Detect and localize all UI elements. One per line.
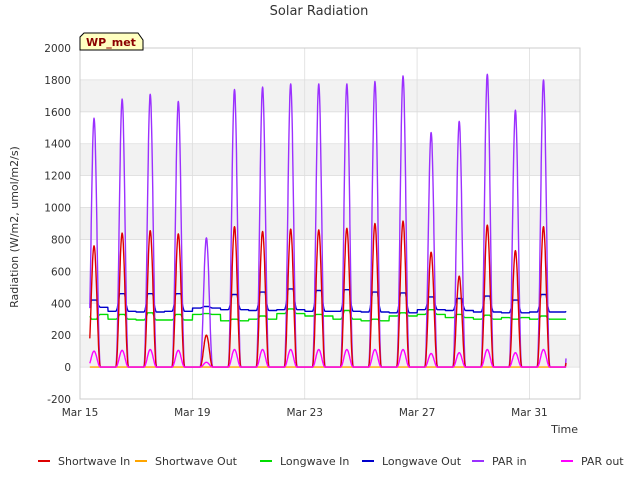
- background-band: [80, 271, 580, 304]
- legend-label: Shortwave Out: [155, 455, 238, 468]
- x-tick-label: Mar 23: [286, 407, 323, 419]
- y-tick-label: 2000: [44, 43, 71, 55]
- plot-background: [80, 48, 580, 399]
- x-tick-label: Mar 19: [174, 407, 211, 419]
- series-line: [89, 348, 567, 368]
- y-tick-label: -200: [47, 394, 71, 406]
- site-badge: WP_met: [79, 32, 144, 51]
- x-axis-label: Time: [550, 423, 578, 436]
- x-tick-label: Mar 27: [399, 407, 436, 419]
- y-axis-label: Radiation (W/m2, umol/m2/s): [8, 146, 21, 308]
- background-band: [80, 143, 580, 176]
- y-tick-label: 800: [51, 234, 71, 246]
- y-tick-label: 1000: [44, 203, 71, 215]
- series-line: [89, 308, 567, 322]
- chart-title: Solar Radiation: [270, 4, 369, 19]
- legend-label: Shortwave In: [58, 455, 130, 468]
- background-band: [80, 335, 580, 368]
- x-axis-ticks: Mar 15 Mar 19 Mar 23 Mar 27 Mar 31: [62, 407, 548, 419]
- y-tick-label: 0: [64, 362, 71, 374]
- legend-label: Longwave Out: [382, 455, 462, 468]
- legend-label: PAR out: [581, 455, 624, 468]
- y-axis-ticks: -200 0 200 400 600 800 1000 1200 1400 1600 1800 200…: [44, 43, 71, 406]
- legend-label: Longwave In: [280, 455, 349, 468]
- y-tick-label: 1600: [44, 107, 71, 119]
- y-tick-label: 1200: [44, 171, 71, 183]
- x-tick-label: Mar 15: [62, 407, 99, 419]
- y-tick-label: 400: [51, 298, 71, 310]
- background-band: [80, 207, 580, 240]
- x-tick-label: Mar 31: [511, 407, 548, 419]
- legend-label: PAR in: [492, 455, 527, 468]
- background-band: [80, 79, 580, 112]
- plot-frame: [79, 47, 581, 400]
- site-label: WP_met: [86, 36, 136, 49]
- y-tick-label: 600: [51, 266, 71, 278]
- legend: Shortwave In Shortwave Out Longwave In Long…: [38, 455, 624, 468]
- y-tick-label: 1800: [44, 75, 71, 87]
- y-tick-label: 1400: [44, 139, 71, 151]
- y-tick-label: 200: [51, 330, 71, 342]
- series-line: [89, 288, 567, 314]
- series-lines: [89, 73, 567, 368]
